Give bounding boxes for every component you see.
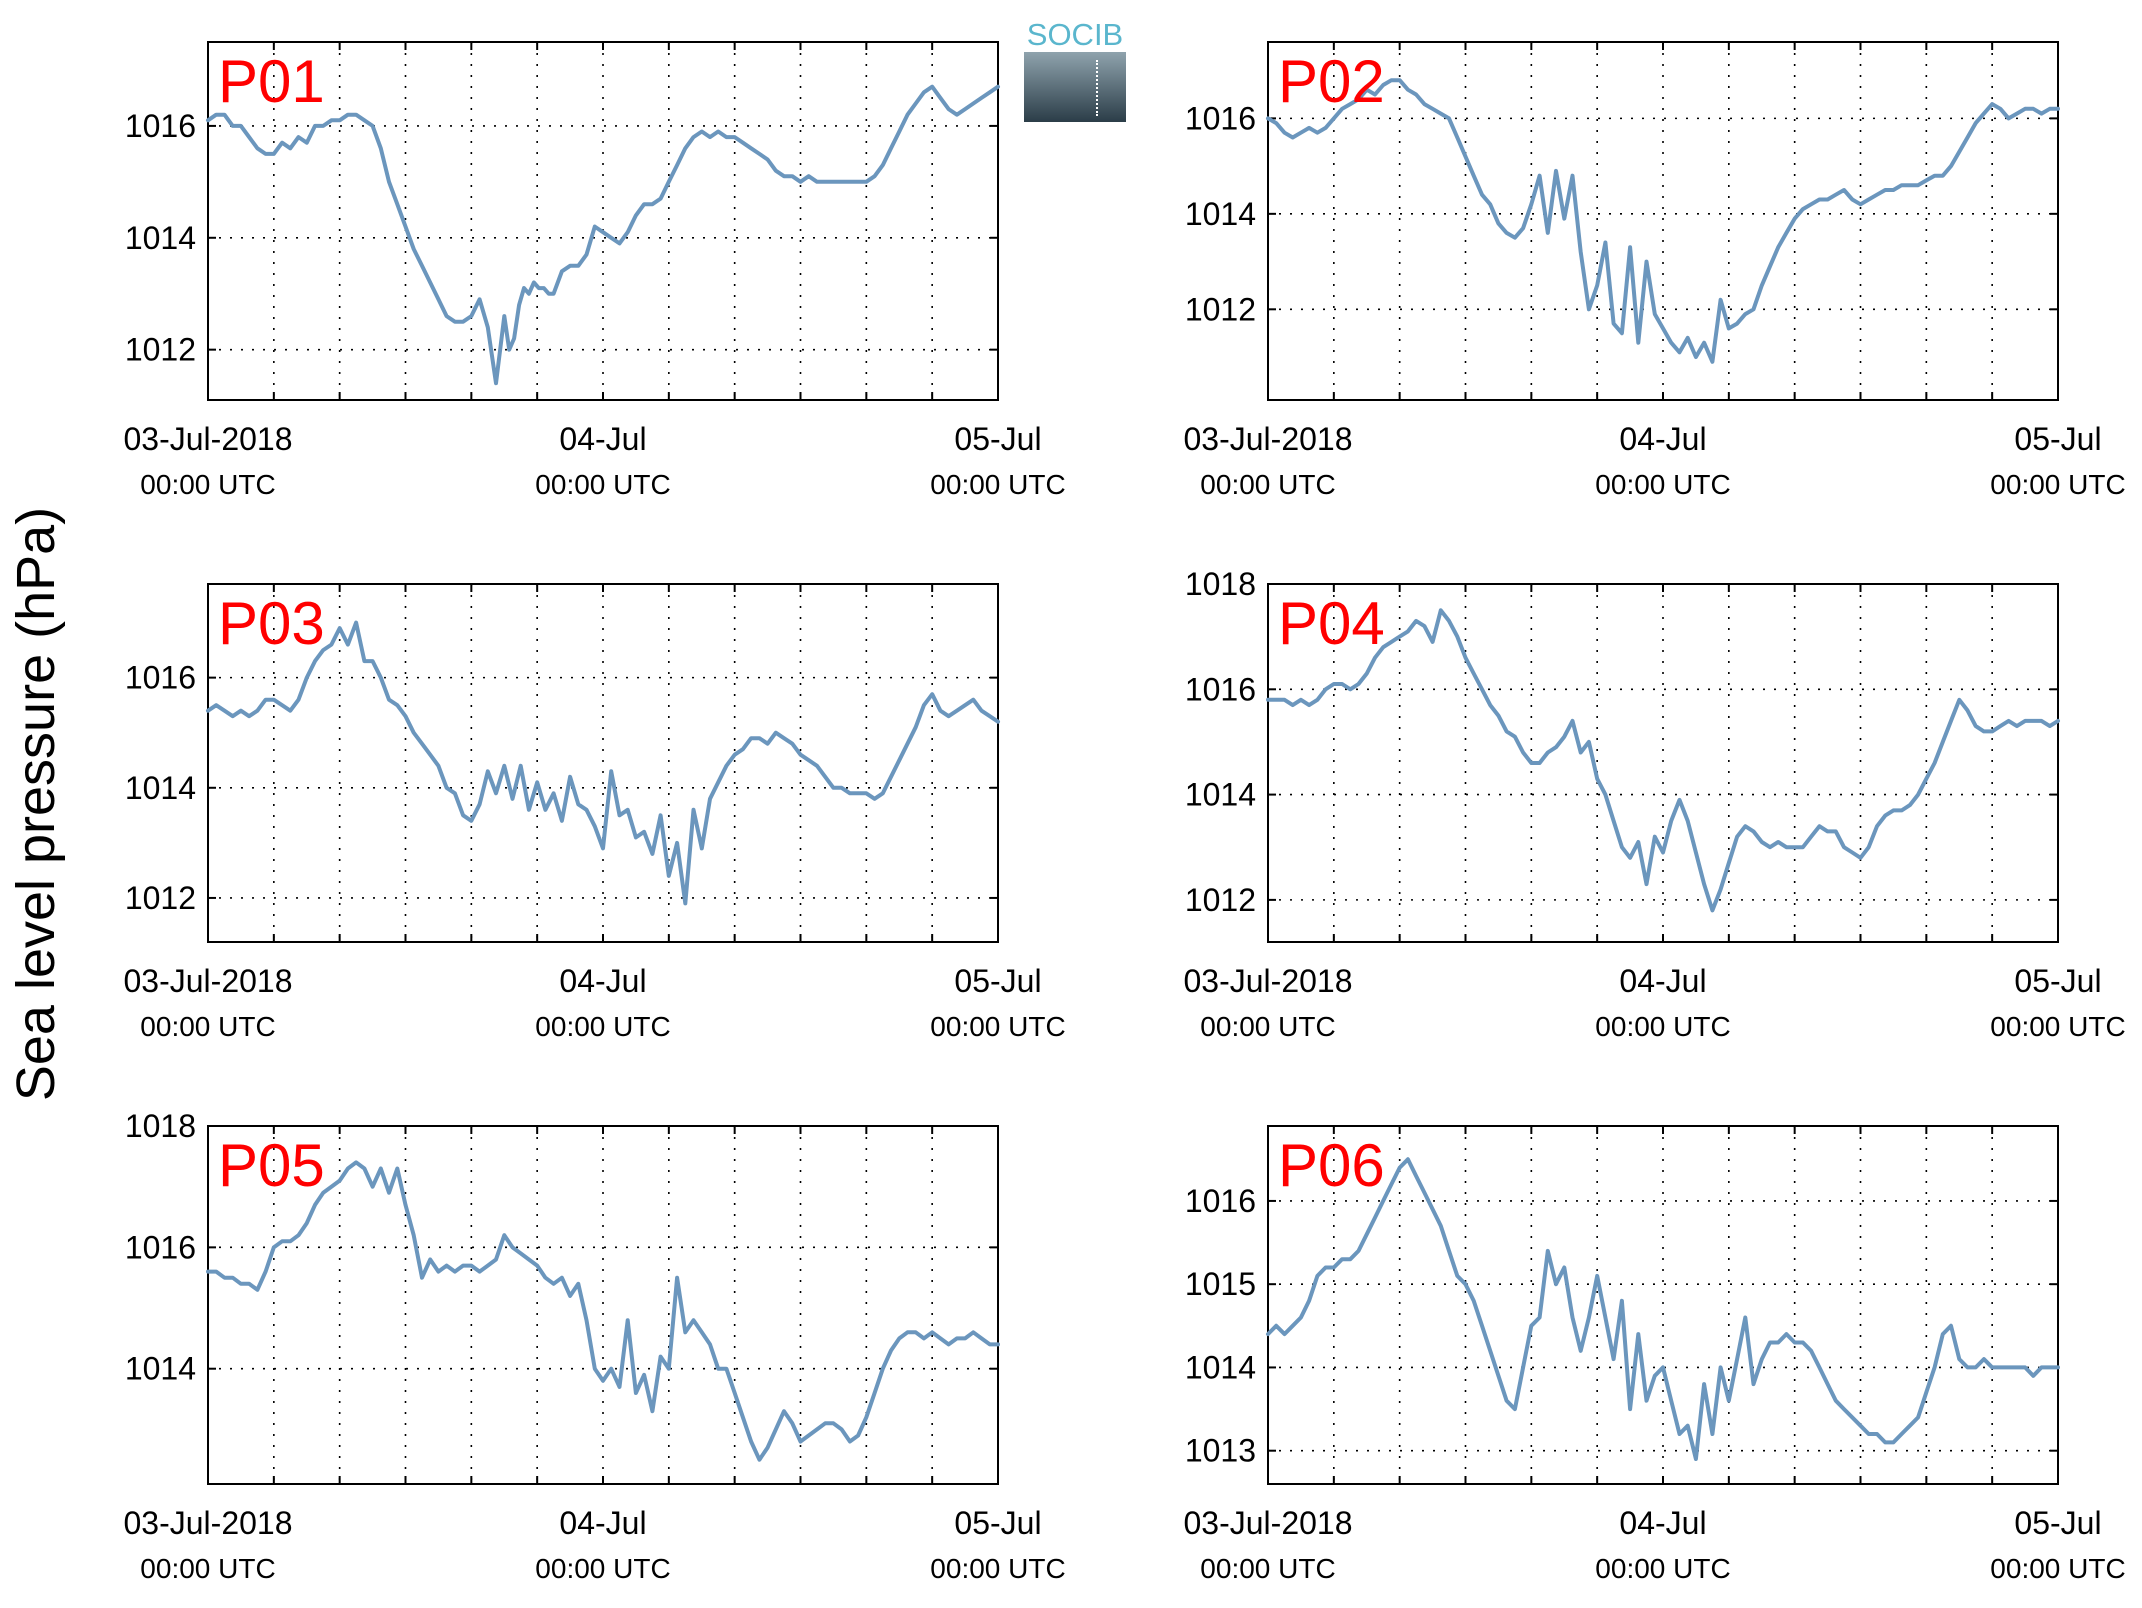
panel-p04: 1012 1014 1016 1018 03-Jul-2018 00:00 UTC 04-J… xyxy=(1184,566,2126,1042)
y-tick-label: 1018 xyxy=(1185,566,1256,602)
y-tick-label: 1016 xyxy=(125,660,196,696)
series-line-p02 xyxy=(1266,78,2060,364)
x-tick-sublabel: 00:00 UTC xyxy=(930,1011,1065,1042)
y-tick-label: 1015 xyxy=(1185,1266,1256,1302)
x-tick-label: 04-Jul xyxy=(1619,963,1706,999)
panel-p01: 1012 1014 1016 03-Jul-2018 00:00 UTC 04-Jul 00… xyxy=(124,41,1066,500)
y-tick-label: 1012 xyxy=(1185,291,1256,327)
x-tick-label: 04-Jul xyxy=(559,963,646,999)
panel-label: P03 xyxy=(218,590,325,657)
x-tick-sublabel: 00:00 UTC xyxy=(1990,1011,2125,1042)
x-tick-sublabel: 00:00 UTC xyxy=(535,1011,670,1042)
x-tick-sublabel: 00:00 UTC xyxy=(1990,469,2125,500)
x-tick-sublabel: 00:00 UTC xyxy=(1595,469,1730,500)
x-tick-label: 04-Jul xyxy=(1619,1505,1706,1541)
panel-label: P02 xyxy=(1278,48,1385,115)
panel-p06: 1013 1014 1015 1016 03-Jul-2018 00:00 UTC 04-J… xyxy=(1184,1125,2126,1584)
series-line-p04 xyxy=(1266,608,2060,913)
x-tick-label: 03-Jul-2018 xyxy=(1184,963,1353,999)
x-tick-sublabel: 00:00 UTC xyxy=(140,469,275,500)
series-line-p05 xyxy=(206,1160,1000,1462)
x-tick-sublabel: 00:00 UTC xyxy=(930,469,1065,500)
axes-frame xyxy=(1267,583,2059,943)
panel-label: P05 xyxy=(218,1132,325,1199)
y-tick-label: 1014 xyxy=(125,220,196,256)
y-tick-label: 1016 xyxy=(1185,100,1256,136)
x-tick-sublabel: 00:00 UTC xyxy=(930,1553,1065,1584)
series-line-p01 xyxy=(206,84,1000,386)
x-tick-sublabel: 00:00 UTC xyxy=(140,1553,275,1584)
y-tick-label: 1014 xyxy=(1185,777,1256,813)
x-tick-label: 05-Jul xyxy=(2014,963,2101,999)
y-tick-label: 1012 xyxy=(1185,882,1256,918)
x-tick-label: 04-Jul xyxy=(559,1505,646,1541)
y-tick-label: 1014 xyxy=(1185,196,1256,232)
series-line-p06 xyxy=(1266,1157,2060,1461)
x-tick-sublabel: 00:00 UTC xyxy=(535,469,670,500)
x-tick-label: 05-Jul xyxy=(954,1505,1041,1541)
x-tick-label: 05-Jul xyxy=(954,963,1041,999)
axes-frame xyxy=(207,1125,999,1485)
x-tick-label: 05-Jul xyxy=(954,421,1041,457)
x-tick-label: 03-Jul-2018 xyxy=(1184,421,1353,457)
y-tick-label: 1014 xyxy=(125,1351,196,1387)
x-tick-sublabel: 00:00 UTC xyxy=(1200,469,1335,500)
x-tick-sublabel: 00:00 UTC xyxy=(1990,1553,2125,1584)
y-tick-label: 1012 xyxy=(125,880,196,916)
x-tick-sublabel: 00:00 UTC xyxy=(1595,1011,1730,1042)
socib-logo-text: SOCIB xyxy=(1026,17,1124,52)
x-tick-label: 03-Jul-2018 xyxy=(1184,1505,1353,1541)
panel-label: P01 xyxy=(218,48,325,115)
y-tick-label: 1016 xyxy=(125,108,196,144)
x-tick-sublabel: 00:00 UTC xyxy=(140,1011,275,1042)
series-line-p03 xyxy=(206,620,1000,906)
y-tick-label: 1012 xyxy=(125,332,196,368)
y-tick-label: 1013 xyxy=(1185,1433,1256,1469)
x-tick-label: 04-Jul xyxy=(1619,421,1706,457)
panel-label: P04 xyxy=(1278,590,1385,657)
x-tick-sublabel: 00:00 UTC xyxy=(1200,1553,1335,1584)
x-tick-label: 05-Jul xyxy=(2014,1505,2101,1541)
axes-frame xyxy=(1267,41,2059,401)
axes-frame xyxy=(207,41,999,401)
y-tick-label: 1018 xyxy=(125,1108,196,1144)
axes-frame xyxy=(1267,1125,2059,1485)
panel-p03: 1012 1014 1016 03-Jul-2018 00:00 UTC 04-Jul 00… xyxy=(124,583,1066,1042)
axes-frame xyxy=(207,583,999,943)
x-tick-sublabel: 00:00 UTC xyxy=(1200,1011,1335,1042)
y-tick-label: 1016 xyxy=(1185,1183,1256,1219)
x-tick-label: 03-Jul-2018 xyxy=(124,421,293,457)
x-tick-sublabel: 00:00 UTC xyxy=(535,1553,670,1584)
x-tick-sublabel: 00:00 UTC xyxy=(1595,1553,1730,1584)
y-tick-label: 1016 xyxy=(1185,671,1256,707)
panel-p05: 1014 1016 1018 03-Jul-2018 00:00 UTC 04-Jul 00… xyxy=(124,1108,1066,1584)
panel-label: P06 xyxy=(1278,1132,1385,1199)
y-tick-label: 1016 xyxy=(125,1229,196,1265)
socib-logo-block xyxy=(1024,52,1126,122)
x-tick-label: 04-Jul xyxy=(559,421,646,457)
x-tick-label: 03-Jul-2018 xyxy=(124,963,293,999)
panels-group: 1012 1014 1016 03-Jul-2018 00:00 UTC 04-Jul 00… xyxy=(124,41,2126,1584)
y-tick-label: 1014 xyxy=(1185,1349,1256,1385)
panel-p02: 1012 1014 1016 03-Jul-2018 00:00 UTC 04-Jul 00… xyxy=(1184,41,2126,500)
x-tick-label: 03-Jul-2018 xyxy=(124,1505,293,1541)
x-tick-label: 05-Jul xyxy=(2014,421,2101,457)
socib-logo-mark xyxy=(1096,60,1098,116)
y-tick-label: 1014 xyxy=(125,770,196,806)
socib-logo: SOCIB xyxy=(1024,18,1126,122)
y-axis-label: Sea level pressure (hPa) xyxy=(6,507,66,1101)
